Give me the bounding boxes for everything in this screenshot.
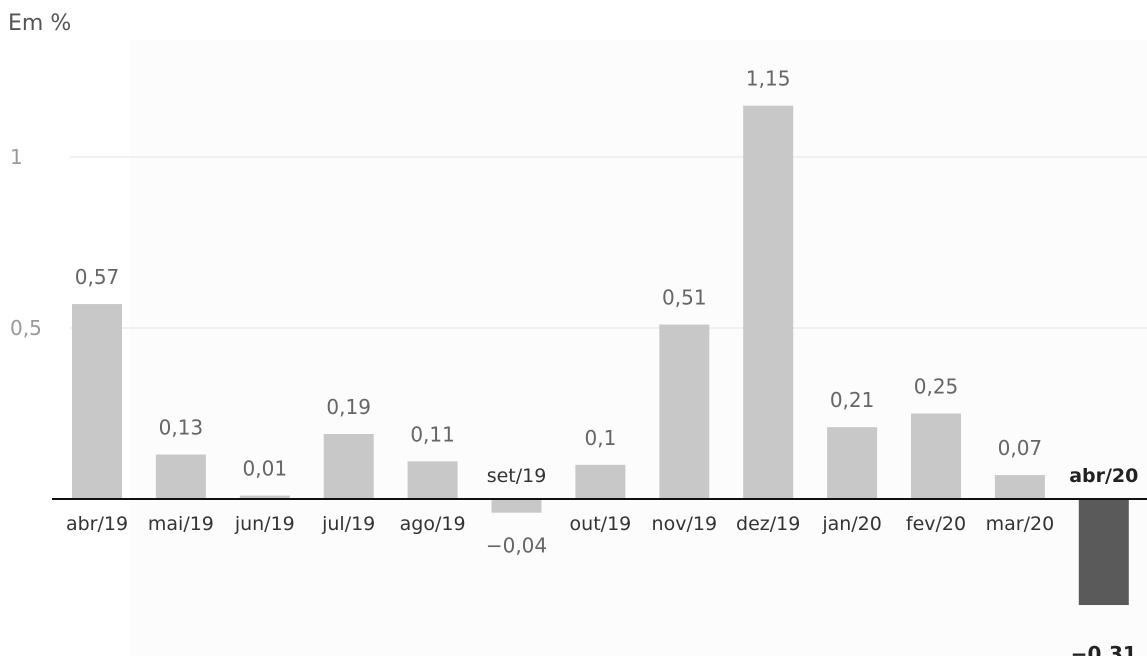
category-label: mai/19 (148, 513, 214, 535)
value-label: 0,1 (584, 426, 616, 450)
value-label: 0,07 (998, 436, 1043, 460)
bars (72, 105, 1129, 606)
value-label: 0,01 (243, 457, 288, 481)
bar-abr-19 (72, 304, 122, 499)
bar-mar-20 (994, 475, 1045, 499)
value-label: −0,04 (486, 534, 547, 558)
value-label: 0,51 (662, 286, 707, 310)
category-label: abr/20 (1069, 465, 1138, 487)
value-label: 0,19 (326, 395, 371, 419)
bar-jun-19 (239, 495, 290, 499)
labels: abr/19 0,57 mai/19 0,13 jun/19 0,01 jul/19 0,19… (66, 67, 1138, 656)
category-label: abr/19 (66, 513, 128, 535)
unit-label: Em % (8, 11, 71, 36)
y-tick-label: 1 (10, 145, 23, 169)
category-label: set/19 (487, 465, 547, 487)
bar-jan-20 (827, 427, 878, 499)
value-label: 0,57 (75, 265, 120, 289)
bar-fev-20 (911, 413, 961, 499)
value-label: 0,21 (830, 388, 875, 412)
category-label: jan/20 (821, 513, 882, 535)
gridlines: 0,51 (10, 145, 1147, 340)
bar-nov-19 (659, 324, 710, 499)
bar-out-19 (575, 464, 626, 499)
category-label: mar/20 (986, 513, 1055, 535)
category-label: jul/19 (321, 513, 375, 535)
category-label: jun/19 (234, 513, 295, 535)
plot-background (130, 40, 1147, 656)
category-label: fev/20 (906, 513, 966, 535)
category-label: out/19 (570, 513, 632, 535)
value-label: 0,11 (410, 422, 455, 446)
bar-abr-20 (1078, 499, 1129, 606)
value-label: −0,31 (1071, 642, 1137, 656)
bar-mai-19 (155, 454, 206, 499)
category-label: nov/19 (652, 513, 718, 535)
bar-jul-19 (323, 434, 374, 499)
bar-set-19 (491, 499, 542, 513)
category-label: dez/19 (736, 513, 800, 535)
y-tick-label: 0,5 (10, 316, 42, 340)
value-label: 1,15 (746, 67, 791, 91)
bar-ago-19 (407, 461, 458, 499)
value-label: 0,25 (914, 375, 959, 399)
category-label: ago/19 (400, 513, 466, 535)
bar-dez-19 (743, 105, 794, 499)
value-label: 0,13 (159, 416, 204, 440)
